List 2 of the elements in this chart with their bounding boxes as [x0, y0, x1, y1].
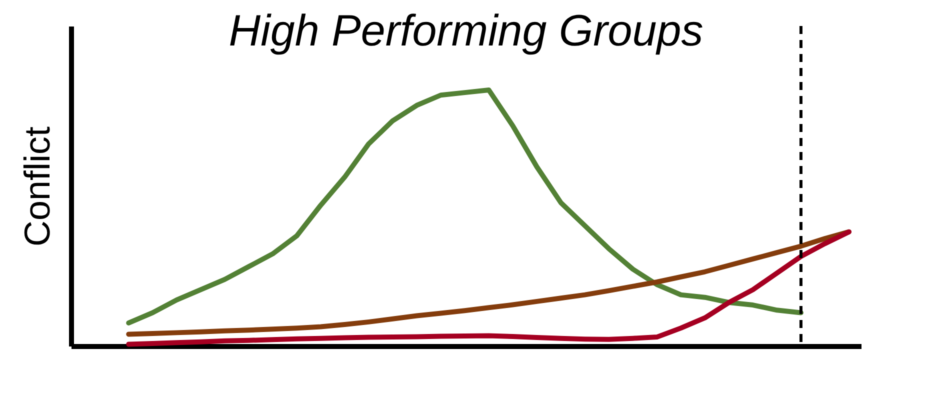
chart-title: High Performing Groups — [228, 6, 704, 56]
y-axis-title: Conflict — [16, 126, 58, 247]
